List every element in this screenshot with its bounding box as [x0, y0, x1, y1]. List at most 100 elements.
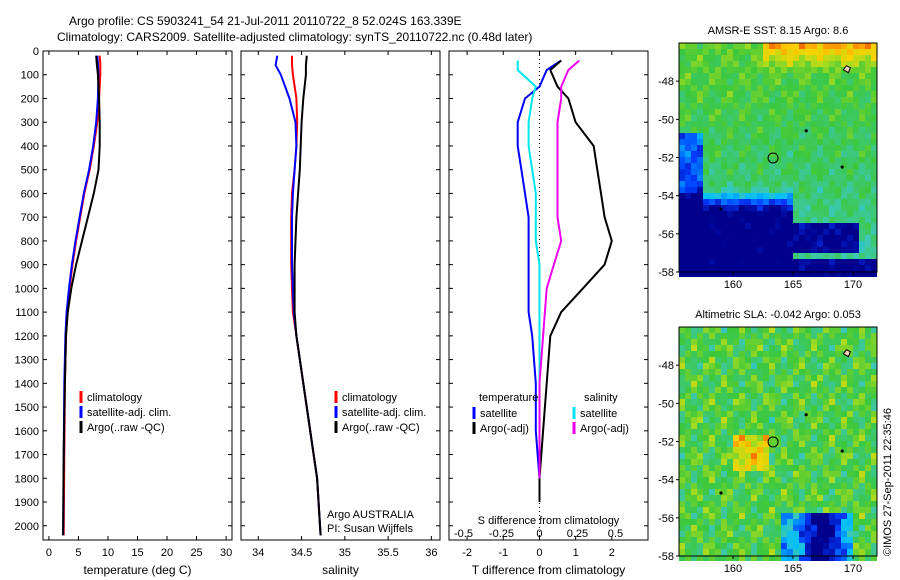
map-cell — [697, 411, 703, 417]
map-cell — [841, 79, 847, 85]
map-cell — [685, 507, 691, 513]
map-panel-2: Altimetric SLA: -0.042 Argo: 0.053-48-50… — [658, 309, 878, 575]
map-cell — [757, 543, 763, 549]
map-cell — [733, 85, 739, 91]
map-cell — [685, 345, 691, 351]
map-cell — [721, 49, 727, 55]
map-cell — [769, 229, 775, 235]
legend-label: satellite — [480, 408, 517, 420]
map-cell — [769, 91, 775, 97]
map-cell — [691, 483, 697, 489]
map-cell — [835, 555, 841, 561]
map-cell — [739, 229, 745, 235]
map-cell — [751, 163, 757, 169]
map-cell — [859, 265, 865, 271]
map-cell — [775, 97, 781, 103]
map-cell — [715, 411, 721, 417]
map-cell — [757, 181, 763, 187]
map-cell — [703, 109, 709, 115]
map-cell — [769, 435, 775, 441]
map-cell — [763, 181, 769, 187]
map-cell — [829, 459, 835, 465]
map-cell — [697, 97, 703, 103]
map-cell — [715, 253, 721, 259]
map-cell — [811, 55, 817, 61]
map-cell — [745, 381, 751, 387]
map-cell — [697, 55, 703, 61]
map-cell — [721, 453, 727, 459]
map-cell — [685, 501, 691, 507]
map-cell — [769, 235, 775, 241]
map-cell — [727, 259, 733, 265]
map-cell — [751, 133, 757, 139]
map-cell — [685, 405, 691, 411]
map-cell — [733, 477, 739, 483]
map-cell — [871, 411, 877, 417]
map-cell — [769, 537, 775, 543]
map-cell — [763, 223, 769, 229]
map-cell — [781, 363, 787, 369]
map-cell — [745, 549, 751, 555]
map-cell — [847, 169, 853, 175]
map-cell — [823, 555, 829, 561]
map-cell — [703, 217, 709, 223]
map-cell — [781, 73, 787, 79]
map-cell — [799, 229, 805, 235]
map-cell — [745, 525, 751, 531]
map-cell — [769, 217, 775, 223]
map-cell — [709, 199, 715, 205]
map-cell — [781, 79, 787, 85]
map-cell — [685, 351, 691, 357]
map-cell — [865, 537, 871, 543]
map-cell — [745, 393, 751, 399]
map-cell — [871, 375, 877, 381]
map-cell — [835, 199, 841, 205]
map-cell — [805, 411, 811, 417]
map-cell — [847, 205, 853, 211]
map-cell — [769, 393, 775, 399]
map-cell — [841, 393, 847, 399]
map-cell — [847, 387, 853, 393]
map-cell — [799, 259, 805, 265]
map-cell — [805, 169, 811, 175]
map-cell — [811, 363, 817, 369]
map-cell — [865, 91, 871, 97]
map-cell — [865, 507, 871, 513]
map-cell — [757, 507, 763, 513]
map-cell — [739, 423, 745, 429]
map-cell — [685, 139, 691, 145]
map-cell — [859, 411, 865, 417]
map-cell — [817, 555, 823, 561]
map-cell — [775, 235, 781, 241]
map-cell — [847, 489, 853, 495]
map-cell — [847, 483, 853, 489]
map-cell — [781, 375, 787, 381]
map-cell — [757, 519, 763, 525]
map-cell — [727, 357, 733, 363]
map-cell — [703, 103, 709, 109]
map-cell — [823, 453, 829, 459]
map-cell — [751, 181, 757, 187]
map-cell — [841, 217, 847, 223]
map-cell — [775, 133, 781, 139]
map-cell — [847, 247, 853, 253]
map-cell — [871, 519, 877, 525]
map-cell — [715, 363, 721, 369]
map-cell — [775, 199, 781, 205]
map-cell — [751, 399, 757, 405]
map-cell — [775, 103, 781, 109]
map-cell — [745, 357, 751, 363]
map-cell — [817, 91, 823, 97]
map-y-tick-label: -58 — [658, 551, 674, 563]
map-cell — [685, 411, 691, 417]
map-cell — [871, 193, 877, 199]
legend-label: satellite-adj. clim. — [342, 407, 426, 419]
map-cell — [757, 271, 763, 277]
map-cell — [769, 127, 775, 133]
map-cell — [805, 73, 811, 79]
map-cell — [793, 435, 799, 441]
map-cell — [793, 127, 799, 133]
map-cell — [853, 495, 859, 501]
map-cell — [781, 549, 787, 555]
map-cell — [853, 465, 859, 471]
